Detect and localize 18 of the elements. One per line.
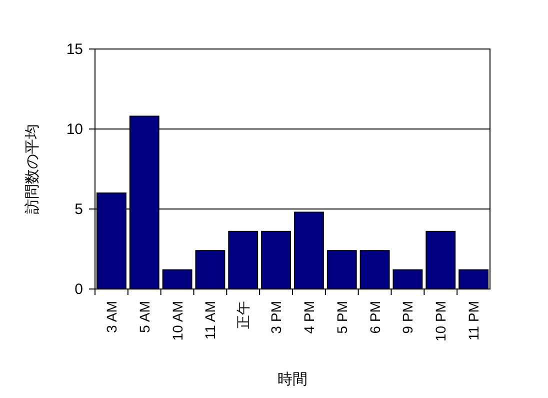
x-tick-label: 10 AM <box>169 301 186 341</box>
x-tick-label: 3 PM <box>268 301 284 334</box>
x-tick-label: 11 AM <box>202 301 218 340</box>
x-tick-label: 3 AM <box>103 301 120 333</box>
x-tick-label: 5 PM <box>334 301 350 334</box>
x-tick-label: 4 PM <box>300 301 317 334</box>
x-tick-label: 5 AM <box>136 301 152 333</box>
x-axis-title: 時間 <box>278 371 308 388</box>
y-tick-label: 0 <box>74 281 83 298</box>
x-tick-label: 正午 <box>235 301 252 329</box>
y-tick-label: 5 <box>74 201 83 218</box>
x-tick-label: 9 PM <box>400 301 416 334</box>
x-tick-label: 10 PM <box>432 301 449 342</box>
x-tick-label: 11 PM <box>466 301 482 340</box>
y-tick-label: 10 <box>66 121 83 138</box>
y-axis-title: 訪問数の平均 <box>24 124 41 214</box>
y-tick-label: 15 <box>66 41 83 58</box>
x-tick-label: 6 PM <box>366 301 383 334</box>
